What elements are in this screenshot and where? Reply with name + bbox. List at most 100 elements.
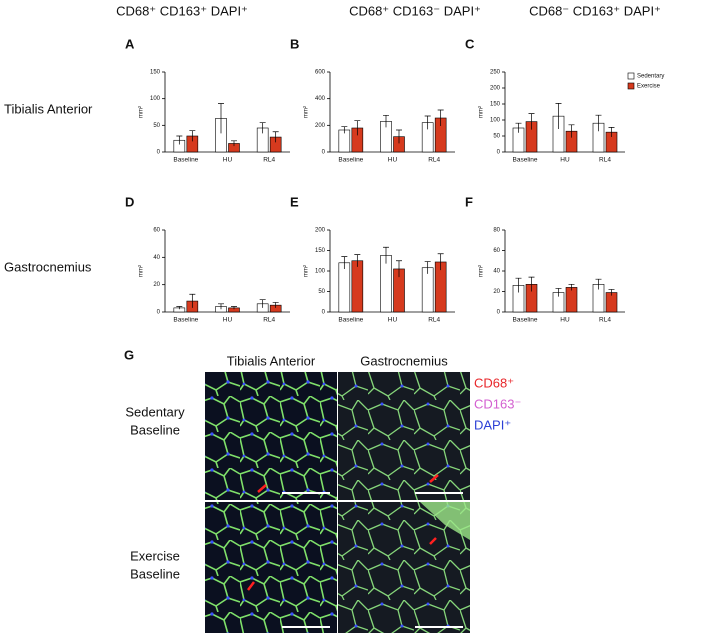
error-bar (424, 115, 431, 130)
y-axis-label: mm² (139, 106, 145, 118)
error-bar (383, 114, 389, 128)
y-tick-label: 20 (153, 282, 160, 288)
error-bar (437, 109, 444, 126)
image-ta-exercise (205, 502, 337, 633)
row-label: Tibialis Anterior (4, 101, 93, 116)
image-gas-sedentary (338, 372, 470, 500)
y-tick-label: 100 (490, 118, 501, 124)
y-tick-label: 50 (318, 289, 325, 295)
x-tick-label: Baseline (513, 157, 538, 164)
micrographs (205, 372, 470, 633)
error-bar (259, 122, 266, 134)
y-tick-label: 0 (497, 150, 501, 156)
x-tick-label: HU (223, 157, 233, 164)
error-bar (176, 306, 183, 310)
error-bar (595, 114, 602, 132)
error-bar (189, 293, 196, 308)
stain-label: CD68⁺ (474, 375, 514, 390)
y-axis-label: mm² (479, 106, 485, 118)
y-tick-label: 400 (315, 96, 326, 102)
y-axis-label: mm² (139, 265, 145, 277)
y-tick-label: 50 (493, 134, 500, 140)
legend-label: Sedentary (637, 74, 664, 80)
y-axis-label: mm² (304, 265, 310, 277)
column-header: CD68⁺ CD163⁻ DAPI⁺ (349, 3, 481, 18)
image-row-label: Exercise (130, 548, 180, 563)
bar (565, 287, 578, 313)
error-bar (568, 283, 575, 291)
y-tick-label: 150 (315, 248, 326, 254)
error-bar (341, 126, 348, 134)
error-bar (515, 122, 522, 133)
bar (338, 262, 351, 313)
y-tick-label: 0 (322, 310, 326, 316)
x-tick-label: Baseline (338, 157, 363, 164)
panel-letter: D (125, 194, 134, 209)
x-tick-label: RL4 (599, 317, 611, 324)
y-tick-label: 60 (153, 228, 160, 234)
y-tick-label: 0 (322, 150, 326, 156)
x-tick-label: Baseline (338, 317, 363, 324)
y-tick-label: 200 (315, 228, 326, 234)
x-tick-label: HU (388, 317, 398, 324)
error-bar (176, 135, 183, 145)
arrow (247, 474, 439, 591)
y-tick-label: 100 (315, 269, 326, 275)
error-bar (528, 276, 535, 292)
image-row-label: Baseline (130, 566, 180, 581)
panel-letter: B (290, 36, 299, 51)
y-tick-label: 200 (315, 123, 326, 129)
panel-letter: A (125, 36, 135, 51)
error-bar (396, 129, 402, 144)
x-tick-label: Baseline (173, 317, 198, 324)
image-column-label: Gastrocnemius (360, 353, 448, 368)
stain-label: DAPI⁺ (474, 417, 511, 432)
y-tick-label: 40 (153, 255, 160, 261)
error-bar (608, 289, 615, 296)
y-tick-label: 80 (493, 228, 500, 234)
error-bar (231, 140, 237, 147)
y-tick-label: 600 (315, 70, 326, 76)
panel-letter: F (465, 194, 473, 209)
y-tick-label: 20 (493, 289, 500, 295)
error-bar (396, 260, 402, 278)
stain-label: CD163⁻ (474, 396, 521, 411)
error-bar (354, 254, 361, 267)
error-bar (424, 261, 431, 274)
x-tick-label: HU (223, 317, 233, 324)
error-bar (272, 302, 279, 308)
y-axis-label: mm² (304, 106, 310, 118)
image-row-label: Sedentary (125, 404, 185, 419)
panel-letter: G (124, 347, 134, 362)
x-tick-label: HU (560, 317, 570, 324)
error-bar (218, 303, 224, 310)
bar (421, 267, 434, 313)
legend-label: Exercise (637, 84, 661, 90)
error-bar (555, 103, 562, 129)
error-bar (272, 131, 279, 143)
x-tick-label: RL4 (263, 157, 275, 164)
error-bar (595, 278, 602, 290)
error-bar (189, 130, 196, 142)
x-tick-label: Baseline (173, 157, 198, 164)
error-bar (515, 277, 522, 293)
column-header: CD68⁺ CD163⁺ DAPI⁺ (116, 3, 248, 18)
error-bar (437, 253, 444, 271)
y-tick-label: 40 (493, 269, 500, 275)
error-bar (218, 103, 224, 134)
bar (351, 260, 364, 313)
image-column-label: Tibialis Anterior (227, 353, 316, 368)
x-tick-label: RL4 (263, 317, 275, 324)
y-tick-label: 60 (493, 248, 500, 254)
y-axis-label: mm² (479, 265, 485, 277)
x-tick-label: HU (560, 157, 570, 164)
x-tick-label: RL4 (428, 157, 440, 164)
y-tick-label: 100 (150, 96, 161, 102)
x-tick-label: RL4 (599, 157, 611, 164)
column-header: CD68⁻ CD163⁺ DAPI⁺ (529, 3, 661, 18)
y-tick-label: 250 (490, 70, 501, 76)
error-bar (231, 306, 237, 310)
legend-swatch (627, 72, 635, 80)
y-tick-label: 0 (157, 310, 161, 316)
